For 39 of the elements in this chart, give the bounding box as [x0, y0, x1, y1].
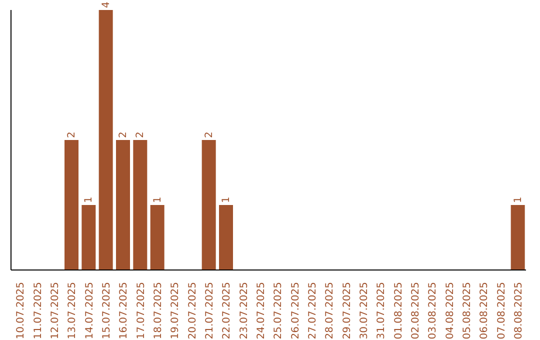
x-tick-label: 04.08.2025: [444, 282, 456, 340]
x-tick-label: 15.07.2025: [101, 282, 112, 340]
data-label: 1: [152, 196, 164, 203]
x-tick-label: 28.07.2025: [324, 282, 336, 340]
x-tick-label: 29.07.2025: [342, 282, 353, 340]
x-tick-label: 30.07.2025: [358, 282, 370, 340]
x-tick-label: 23.07.2025: [238, 282, 250, 340]
data-label: 2: [135, 132, 146, 138]
x-tick-label: 17.07.2025: [136, 282, 147, 340]
x-tick-label: 26.07.2025: [290, 282, 302, 340]
data-label: 2: [118, 132, 129, 138]
x-tick-label: 02.08.2025: [410, 282, 422, 340]
data-label: 1: [512, 196, 524, 203]
x-tick-label: 10.07.2025: [16, 282, 27, 340]
x-tick-label: 24.07.2025: [256, 282, 267, 340]
x-tick-label: 22.07.2025: [222, 282, 233, 340]
data-label: 4: [100, 2, 112, 8]
x-tick-label: 05.08.2025: [462, 282, 473, 340]
x-tick-label: 11.07.2025: [32, 282, 44, 340]
x-tick-label: 08.08.2025: [513, 282, 524, 340]
x-tick-label: 25.07.2025: [273, 282, 284, 340]
x-tick-label: 27.07.2025: [307, 282, 318, 340]
x-tick-label: 14.07.2025: [84, 282, 96, 340]
x-tick-label: 21.07.2025: [204, 282, 216, 340]
data-label: 1: [84, 196, 95, 203]
data-label: 2: [204, 132, 215, 138]
x-tick-label: 01.08.2025: [393, 282, 404, 340]
x-tick-label: 18.07.2025: [152, 282, 164, 340]
x-tick-label: 12.07.2025: [50, 282, 61, 340]
x-tick-label: 13.07.2025: [67, 282, 78, 340]
x-tick-label: 20.07.2025: [187, 282, 198, 340]
data-label: 2: [66, 132, 78, 138]
x-tick-label: 03.08.2025: [428, 282, 439, 340]
x-tick-label: 07.08.2025: [496, 282, 508, 340]
x-tick-label: 19.07.2025: [170, 282, 182, 340]
x-tick-label: 31.07.2025: [376, 282, 388, 340]
x-tick-label: 06.08.2025: [479, 282, 490, 340]
data-label: 1: [221, 196, 232, 203]
x-tick-label: 16.07.2025: [118, 282, 130, 340]
